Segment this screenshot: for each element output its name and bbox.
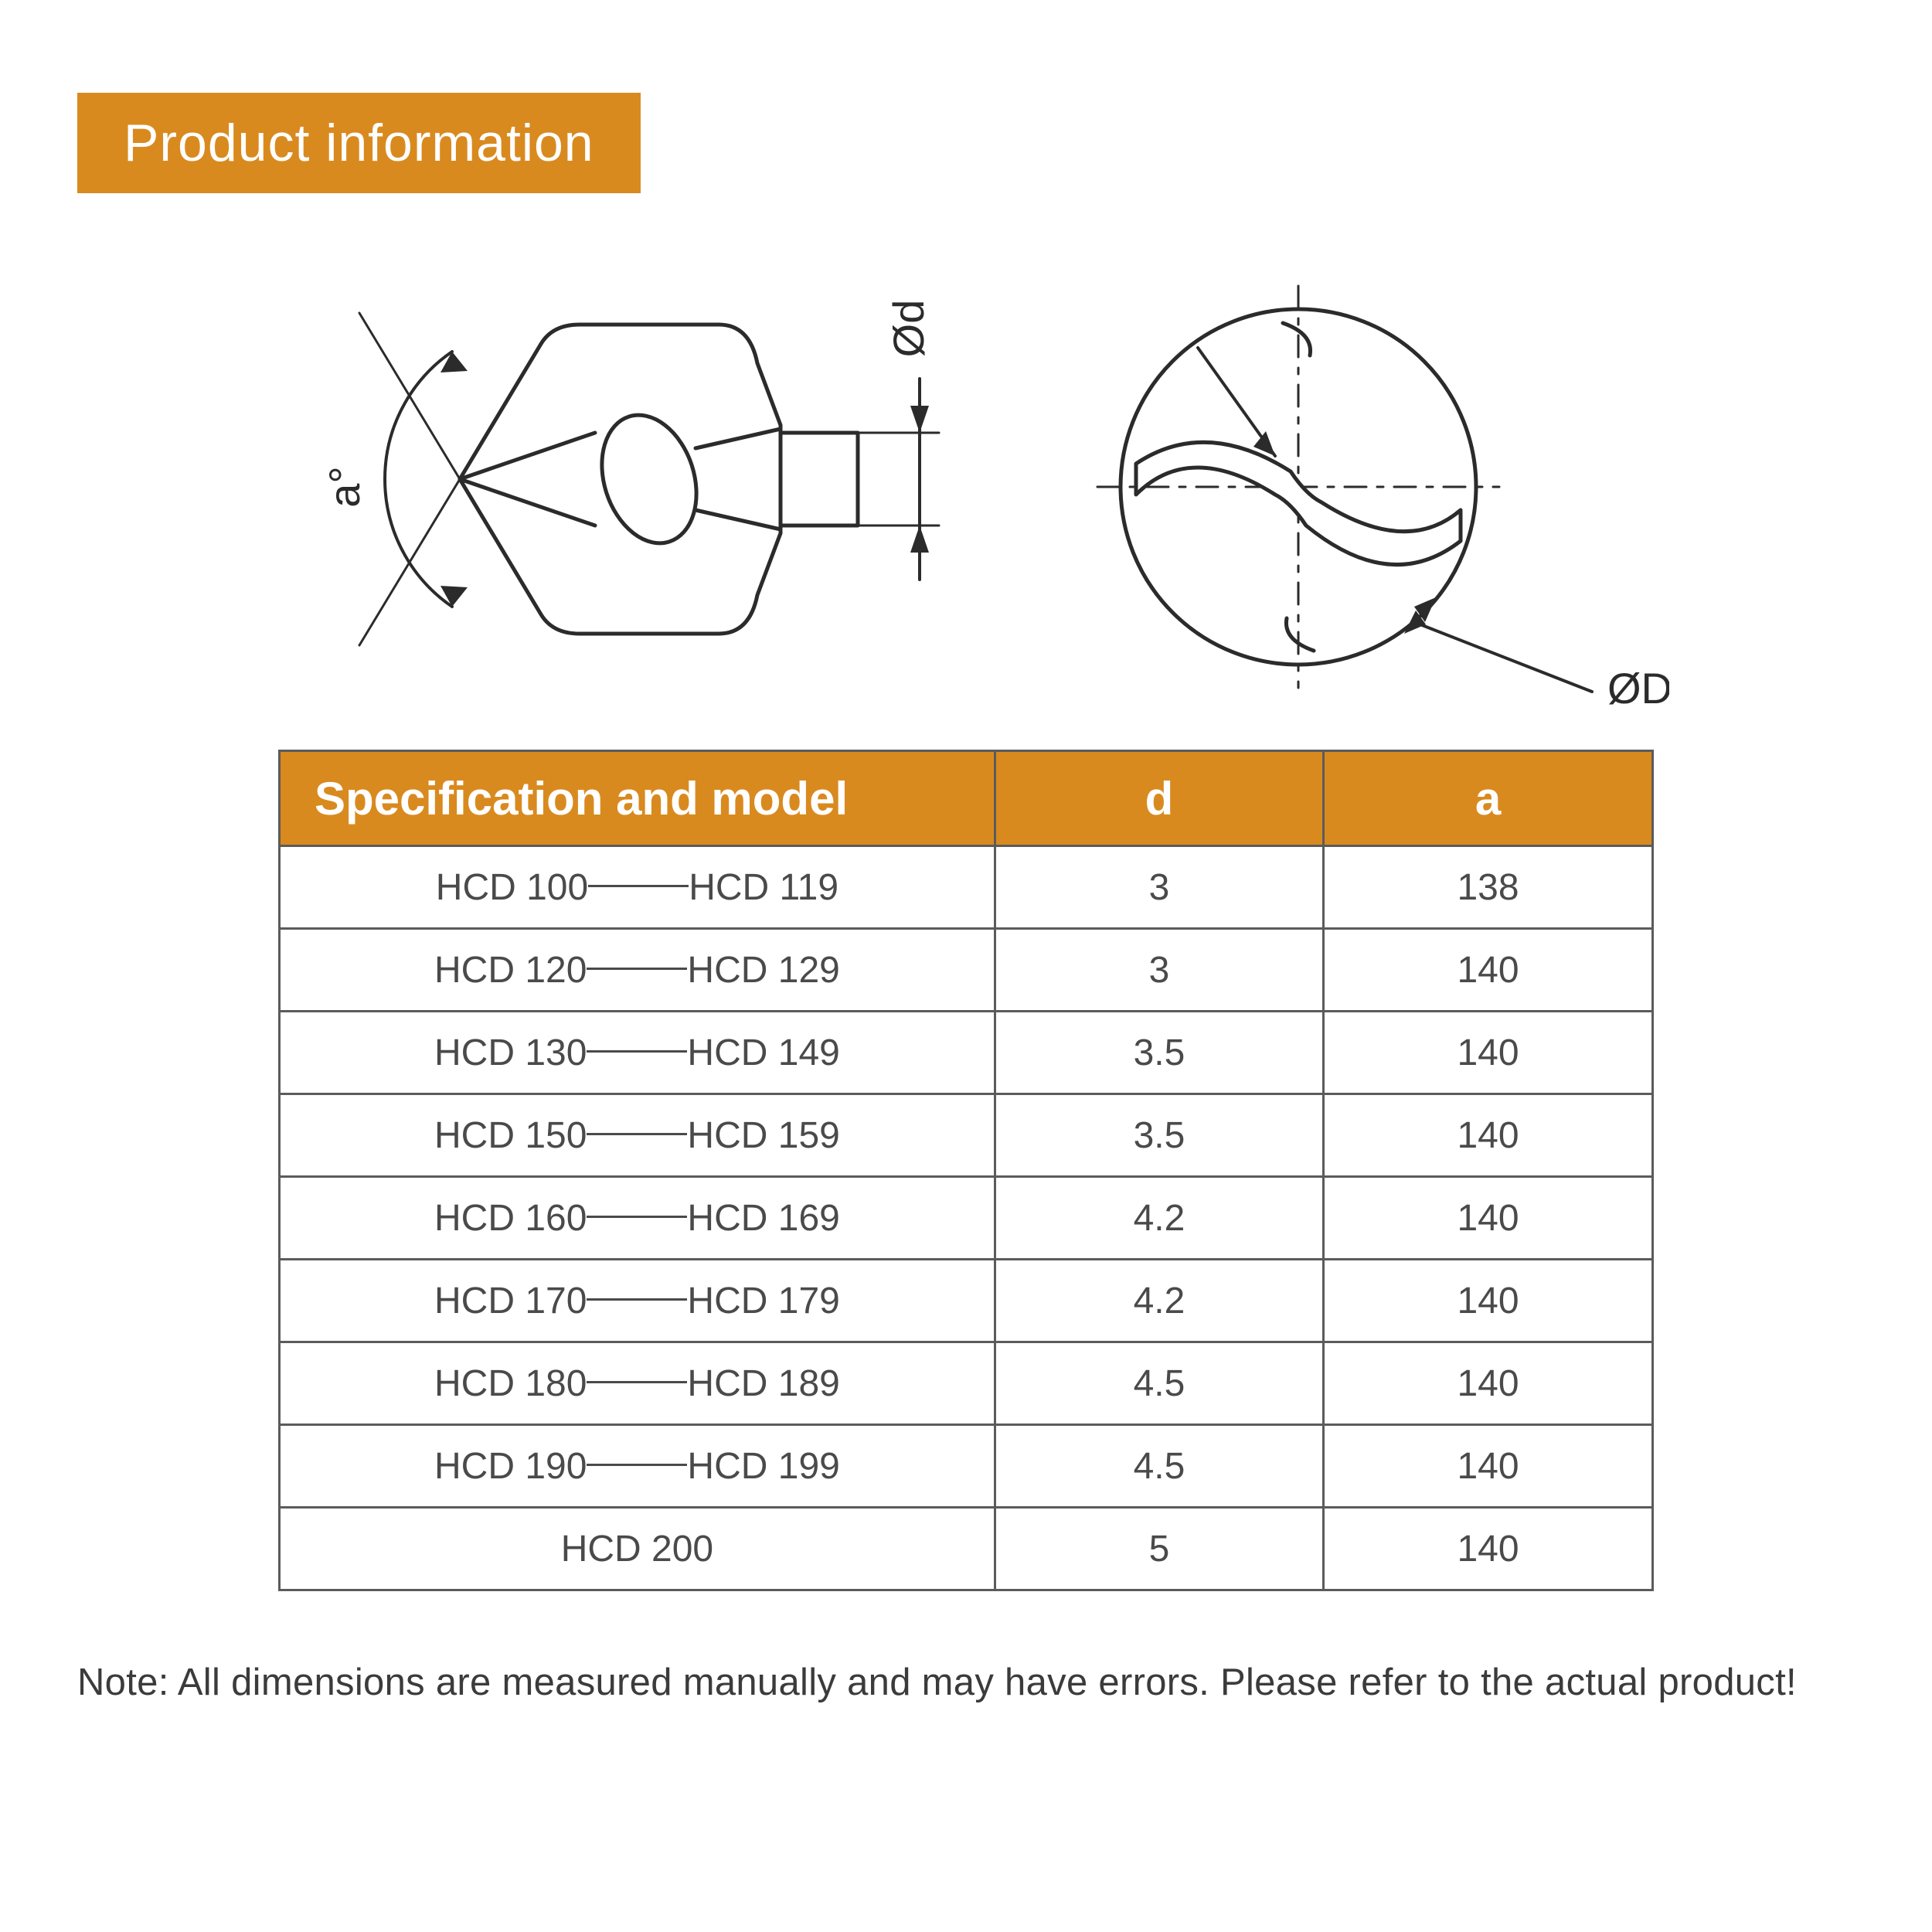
spec-cell: HCD 100 HCD 119 [280, 846, 995, 929]
spec-to: HCD 199 [687, 1446, 839, 1487]
spec-cell: HCD 130 HCD 149 [280, 1012, 995, 1094]
spec-from: HCD 190 [434, 1446, 587, 1487]
d-cell: 5 [995, 1508, 1323, 1590]
d-cell: 3.5 [995, 1094, 1323, 1177]
d-cell: 3 [995, 846, 1323, 929]
title-bar: Product information [77, 93, 641, 193]
a-cell: 140 [1324, 1094, 1653, 1177]
spec-from: HCD 180 [434, 1363, 587, 1404]
drill-top-view-diagram: ØD [1051, 263, 1669, 726]
spec-from: HCD 170 [434, 1281, 587, 1321]
a-cell: 140 [1324, 1425, 1653, 1508]
d-cell: 3 [995, 929, 1323, 1012]
spec-to: HCD 189 [687, 1363, 839, 1404]
table-row: HCD 130 HCD 149 3.5140 [280, 1012, 1653, 1094]
spec-from: HCD 100 [436, 867, 588, 908]
spec-single: HCD 200 [561, 1529, 713, 1570]
spec-cell: HCD 170 HCD 179 [280, 1260, 995, 1342]
table-row: HCD 150 HCD 159 3.5140 [280, 1094, 1653, 1177]
d-cell: 3.5 [995, 1012, 1323, 1094]
col-header-d: d [995, 751, 1323, 846]
spec-cell: HCD 180 HCD 189 [280, 1342, 995, 1425]
col-header-a: a [1324, 751, 1653, 846]
range-dash-icon [588, 885, 689, 887]
a-cell: 140 [1324, 929, 1653, 1012]
spec-to: HCD 179 [687, 1281, 839, 1321]
range-dash-icon [587, 968, 687, 970]
spec-cell: HCD 190 HCD 199 [280, 1425, 995, 1508]
page-root: Product information [0, 0, 1932, 1932]
spec-to: HCD 169 [687, 1198, 839, 1239]
d-cell: 4.5 [995, 1342, 1323, 1425]
d-cell: 4.2 [995, 1260, 1323, 1342]
range-dash-icon [587, 1381, 687, 1383]
col-header-spec: Specification and model [280, 751, 995, 846]
spec-to: HCD 149 [687, 1032, 839, 1073]
range-dash-icon [587, 1464, 687, 1466]
table-row: HCD 170 HCD 179 4.2140 [280, 1260, 1653, 1342]
drill-side-view-diagram: a° Ød [286, 247, 997, 711]
spec-cell: HCD 200 [280, 1508, 995, 1590]
footnote: Note: All dimensions are measured manual… [77, 1661, 1855, 1704]
range-dash-icon [587, 1050, 687, 1053]
table-row: HCD 190 HCD 199 4.5140 [280, 1425, 1653, 1508]
table-row: HCD 160 HCD 169 4.2140 [280, 1177, 1653, 1260]
spec-to: HCD 129 [687, 950, 839, 991]
specification-table: Specification and model d a HCD 100HCD 1… [278, 750, 1654, 1591]
range-dash-icon [587, 1298, 687, 1301]
d-cell: 4.5 [995, 1425, 1323, 1508]
spec-cell: HCD 160 HCD 169 [280, 1177, 995, 1260]
a-cell: 138 [1324, 846, 1653, 929]
spec-from: HCD 150 [434, 1115, 587, 1156]
shank-diameter-label: Ød [884, 300, 933, 358]
table-row: HCD 180 HCD 189 4.5140 [280, 1342, 1653, 1425]
d-cell: 4.2 [995, 1177, 1323, 1260]
spec-cell: HCD 120 HCD 129 [280, 929, 995, 1012]
spec-to: HCD 159 [687, 1115, 839, 1156]
a-cell: 140 [1324, 1508, 1653, 1590]
a-cell: 140 [1324, 1012, 1653, 1094]
spec-cell: HCD 150 HCD 159 [280, 1094, 995, 1177]
a-cell: 140 [1324, 1260, 1653, 1342]
table-row: HCD 200 5140 [280, 1508, 1653, 1590]
table-row: HCD 120 HCD 129 3140 [280, 929, 1653, 1012]
range-dash-icon [587, 1216, 687, 1218]
a-cell: 140 [1324, 1342, 1653, 1425]
spec-from: HCD 130 [434, 1032, 587, 1073]
spec-from: HCD 120 [434, 950, 587, 991]
range-dash-icon [587, 1133, 687, 1135]
spec-to: HCD 119 [689, 867, 838, 908]
table-header-row: Specification and model d a [280, 751, 1653, 846]
table-body: HCD 100HCD 1193138HCD 120HCD 1293140HCD … [280, 846, 1653, 1590]
spec-from: HCD 160 [434, 1198, 587, 1239]
technical-diagram-zone: a° Ød [77, 247, 1855, 734]
a-cell: 140 [1324, 1177, 1653, 1260]
outer-diameter-label: ØD [1607, 664, 1669, 713]
table-row: HCD 100 HCD 119 3138 [280, 846, 1653, 929]
angle-label: a° [320, 466, 369, 508]
